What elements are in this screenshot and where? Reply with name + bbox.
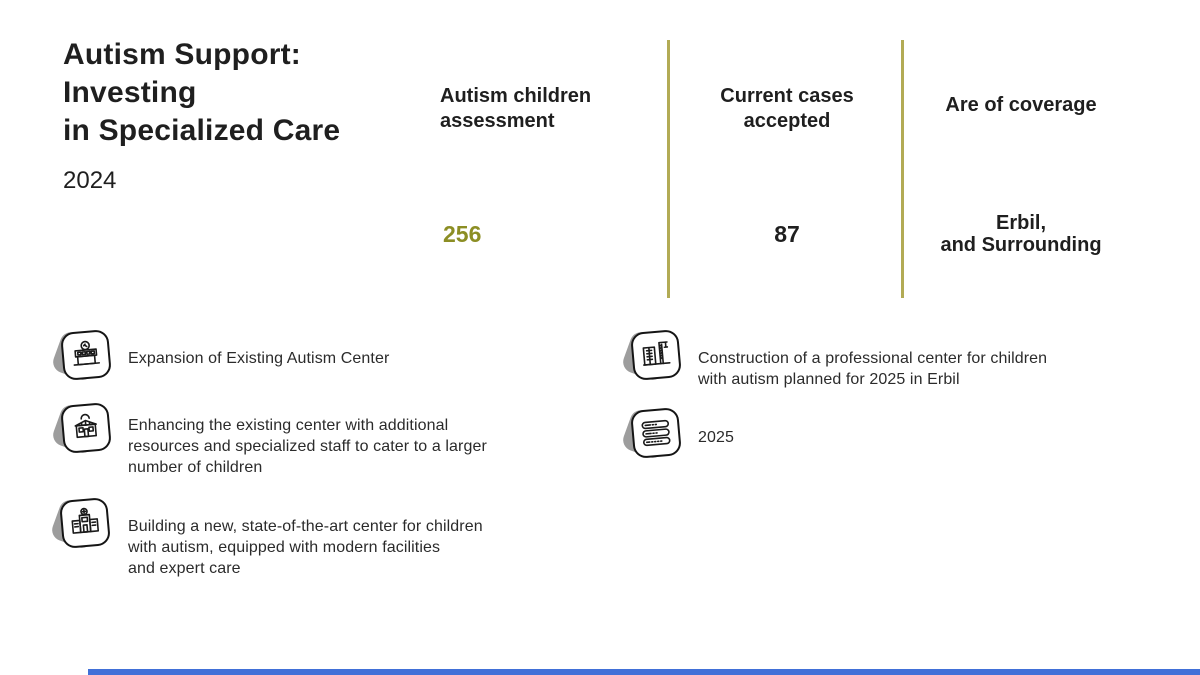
stat-value: 256 — [443, 221, 482, 247]
stat-label: Autism children assessment — [440, 85, 592, 132]
list-item-construction: Construction of a professional center fo… — [698, 350, 1048, 388]
page-title: Autism Support: Investing in Specialized… — [63, 38, 341, 147]
vertical-divider — [667, 40, 670, 298]
stat-current-cases-accepted: Current cases accepted 87 — [690, 84, 884, 246]
stat-area-of-coverage: Are of coverage Erbil, and Surrounding — [906, 93, 1136, 256]
bottom-accent-bar — [88, 669, 1200, 675]
stat-label: Are of coverage — [945, 94, 1097, 116]
list-item-expansion: Expansion of Existing Autism Center — [128, 350, 390, 367]
stat-autism-children-assessment: Autism children assessment 256 — [440, 84, 660, 246]
school-building-icon — [50, 401, 113, 457]
stat-label: Current cases accepted — [720, 85, 854, 132]
list-item-building-new: Building a new, state-of-the-art center … — [128, 518, 483, 577]
year-label: 2024 — [63, 167, 117, 194]
autism-center-building-icon — [50, 328, 113, 384]
vertical-divider — [901, 40, 904, 298]
hospital-building-icon — [49, 496, 112, 552]
stat-value: 87 — [774, 221, 800, 247]
stat-value: Erbil, and Surrounding — [940, 212, 1102, 256]
construction-crane-icon — [620, 328, 683, 384]
server-stack-icon — [620, 406, 683, 462]
list-item-enhancing: Enhancing the existing center with addit… — [128, 417, 487, 476]
list-item-2025: 2025 — [698, 429, 734, 446]
